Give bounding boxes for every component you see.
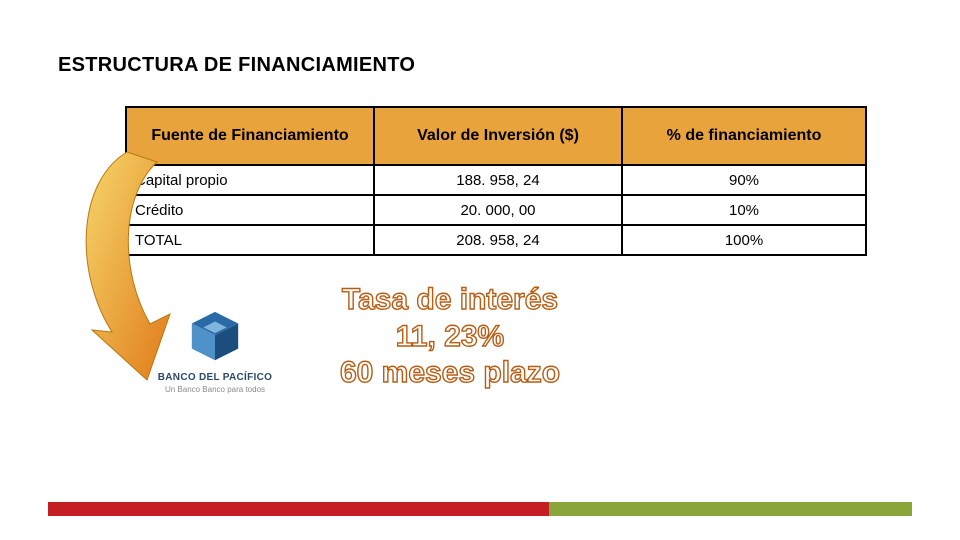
cell-pct: 100%	[622, 225, 866, 255]
table-header-row: Fuente de Financiamiento Valor de Invers…	[126, 107, 866, 165]
footer-seg-red	[48, 502, 549, 516]
bank-logo: BANCO DEL PACÍFICO Un Banco Banco para t…	[155, 308, 275, 428]
table-row: Crédito 20. 000, 00 10%	[126, 195, 866, 225]
footer-seg-green	[549, 502, 912, 516]
rate-line-2: 11, 23%	[280, 319, 620, 356]
slide-title: ESTRUCTURA DE FINANCIAMIENTO	[58, 54, 415, 77]
cell-pct: 10%	[622, 195, 866, 225]
th-value: Valor de Inversión ($)	[374, 107, 622, 165]
bank-tagline: Un Banco Banco para todos	[155, 385, 275, 394]
table-row: Capital propio 188. 958, 24 90%	[126, 165, 866, 195]
cell-value: 20. 000, 00	[374, 195, 622, 225]
footer-bar	[48, 502, 912, 516]
th-pct: % de financiamiento	[622, 107, 866, 165]
slide-root: ESTRUCTURA DE FINANCIAMIENTO Fuente de F…	[0, 0, 960, 540]
bank-logo-icon	[186, 308, 244, 366]
financing-table-wrap: Fuente de Financiamiento Valor de Invers…	[125, 106, 865, 256]
bank-name: BANCO DEL PACÍFICO	[155, 372, 275, 383]
cell-value: 188. 958, 24	[374, 165, 622, 195]
financing-table: Fuente de Financiamiento Valor de Invers…	[125, 106, 867, 256]
rate-line-3: 60 meses plazo	[280, 355, 620, 392]
cell-pct: 90%	[622, 165, 866, 195]
table-row: TOTAL 208. 958, 24 100%	[126, 225, 866, 255]
rate-block: Tasa de interés 11, 23% 60 meses plazo	[280, 282, 620, 392]
rate-line-1: Tasa de interés	[280, 282, 620, 319]
cell-value: 208. 958, 24	[374, 225, 622, 255]
